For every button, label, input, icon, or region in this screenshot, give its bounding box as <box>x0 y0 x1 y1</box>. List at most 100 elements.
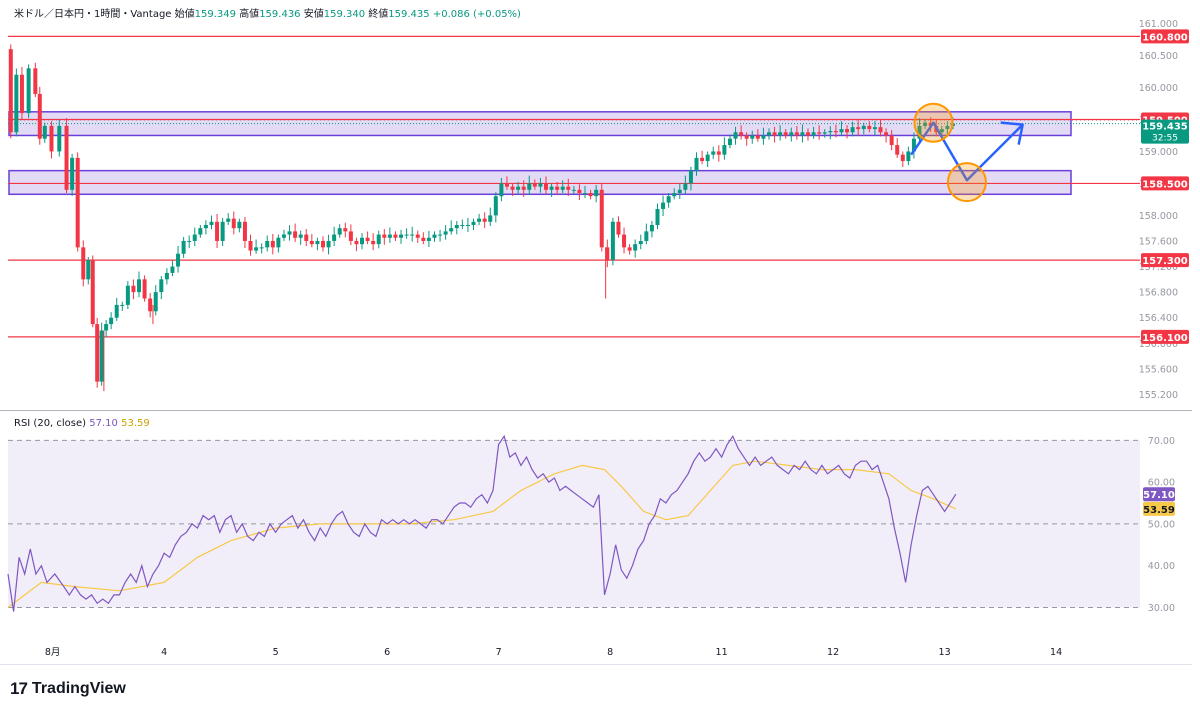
candle-body <box>371 240 376 245</box>
candle-body <box>633 244 638 251</box>
price-tick: 156.000 <box>1139 339 1178 350</box>
candle-body <box>577 189 582 194</box>
candle-body <box>895 145 900 155</box>
price-tick: 159.000 <box>1139 147 1178 158</box>
rsi-axis[interactable]: 70.00 60.00 50.00 40.00 30.00 57.10 53.59 <box>1143 436 1175 614</box>
rsi-tick: 50.00 <box>1148 519 1175 530</box>
level-tag-156.100 <box>1141 329 1189 344</box>
candle-body <box>75 157 80 248</box>
candle-body <box>833 131 838 133</box>
rsi-tick: 30.00 <box>1148 603 1175 614</box>
candle-body <box>945 125 950 130</box>
candle-body <box>198 228 203 235</box>
rsi-band-fill <box>8 440 1140 608</box>
candle-body <box>477 218 482 222</box>
candle-body <box>354 240 359 245</box>
candle-body <box>309 240 314 245</box>
candle-body <box>37 93 42 139</box>
close-label: 終値 <box>368 9 389 20</box>
candle-body <box>521 186 526 190</box>
candle-body <box>700 157 705 162</box>
candle-body <box>181 240 186 254</box>
candle-body <box>744 135 749 139</box>
time-tick: 8月 <box>45 647 61 658</box>
candle-body <box>856 127 861 130</box>
candle-body <box>616 221 621 235</box>
candle-body <box>399 234 404 238</box>
candle-body <box>454 224 459 229</box>
candle-body <box>14 74 19 133</box>
candle-body <box>549 186 554 190</box>
rsi-value-tag <box>1143 487 1175 502</box>
candle-body <box>332 234 337 241</box>
tradingview-logo[interactable]: 17 TradingView <box>10 679 126 699</box>
legend-main: 米ドル／日本円・1時間・Vantage 始値159.349 高値159.436 … <box>14 5 521 20</box>
candle-body <box>705 154 710 162</box>
symbol-title[interactable]: 米ドル／日本円・1時間・Vantage <box>14 9 172 20</box>
rsi-ma-text: 53.59 <box>1143 505 1175 516</box>
candle-body <box>8 49 13 133</box>
candle-body <box>555 186 560 190</box>
candle-body <box>237 221 242 229</box>
candle-body <box>716 151 721 155</box>
candle-body <box>755 135 760 139</box>
candle-body <box>538 183 543 187</box>
candle-body <box>298 234 303 238</box>
candle-body <box>365 237 370 241</box>
candle-body <box>153 292 158 312</box>
candle-body <box>438 234 443 236</box>
candle-body <box>571 189 576 191</box>
candle-body <box>688 170 693 184</box>
candle-body <box>460 224 465 226</box>
time-axis[interactable]: 8月 4 5 6 7 8 11 12 13 14 <box>0 647 1192 665</box>
candle-body <box>900 154 905 162</box>
candle-body <box>254 247 259 251</box>
candle-body <box>510 186 515 190</box>
change-value: +0.086 (+0.05%) <box>432 9 521 20</box>
price-tick: 155.600 <box>1139 364 1178 375</box>
time-tick: 4 <box>161 647 167 658</box>
candle-body <box>293 231 298 238</box>
candle-body <box>104 324 109 331</box>
candle-body <box>783 132 788 136</box>
candle-body <box>360 237 365 245</box>
rsi-legend-value: 57.10 <box>89 418 118 429</box>
candle-body <box>315 240 320 245</box>
candle-body <box>594 189 599 197</box>
candle-body <box>114 304 119 318</box>
brand-name: TradingView <box>31 680 126 697</box>
candle-body <box>393 234 398 238</box>
candle-body <box>19 74 24 114</box>
level-tag-text-157.300: 157.300 <box>1142 256 1188 267</box>
candle-body <box>64 125 69 190</box>
candle-body <box>504 183 509 187</box>
candle-body <box>750 135 755 139</box>
time-tick: 7 <box>496 647 502 658</box>
candle-body <box>203 224 208 229</box>
candle-body <box>733 132 738 139</box>
candle-body <box>426 237 431 241</box>
candle-body <box>465 224 470 226</box>
time-tick: 13 <box>939 647 951 658</box>
price-tick: 160.500 <box>1139 51 1178 62</box>
close-value: 159.435 <box>388 9 430 20</box>
candle-body <box>661 202 666 209</box>
candle-body <box>638 240 643 245</box>
high-value: 159.436 <box>259 9 301 20</box>
candle-body <box>772 132 777 136</box>
candle-body <box>839 129 844 133</box>
highlight-circle <box>946 162 987 203</box>
candle-body <box>164 272 169 280</box>
time-tick: 6 <box>384 647 390 658</box>
candle-body <box>683 183 688 190</box>
candle-body <box>192 234 197 241</box>
rsi-line <box>7 434 957 612</box>
time-tick: 11 <box>716 647 728 658</box>
candle-body <box>655 209 660 225</box>
rsi-label[interactable]: RSI (20, close) <box>14 418 87 429</box>
candle-body <box>906 151 911 162</box>
candle-body <box>789 132 794 136</box>
candle-body <box>471 221 476 225</box>
candle-body <box>711 151 716 155</box>
